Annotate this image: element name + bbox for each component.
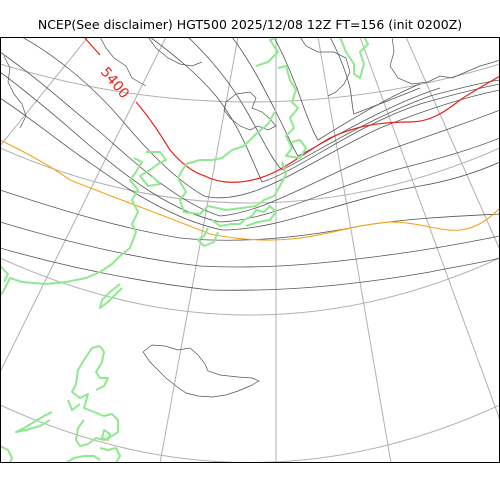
scandinavia-coastline bbox=[99, 283, 123, 309]
svalbard-coastline bbox=[339, 37, 369, 79]
contour-5700 bbox=[0, 139, 500, 241]
height-contour bbox=[149, 37, 500, 183]
arctic-island-coastline bbox=[0, 265, 9, 283]
latitude-line bbox=[0, 147, 500, 204]
contour-5400-label: 5400 bbox=[97, 64, 132, 102]
svalbard-outline bbox=[389, 37, 500, 85]
meridian-line bbox=[0, 37, 167, 373]
coastlines bbox=[0, 37, 369, 463]
norway-coastline bbox=[67, 399, 81, 411]
northern-coast-outline bbox=[299, 37, 351, 97]
contour-5400 bbox=[83, 37, 101, 56]
iceland-outline bbox=[142, 344, 260, 398]
height-contour bbox=[329, 37, 421, 115]
map-frame: 5400 bbox=[0, 37, 500, 463]
britain-coastline bbox=[71, 345, 119, 447]
height-contour bbox=[21, 37, 500, 199]
height-contours bbox=[0, 37, 500, 291]
height-contour bbox=[0, 221, 500, 268]
height-contour bbox=[187, 37, 500, 171]
meridian-line bbox=[359, 37, 500, 421]
latitude-line bbox=[0, 404, 500, 463]
greenland-coastline bbox=[139, 151, 167, 187]
greenland-coastline bbox=[0, 157, 143, 297]
ireland-coastline bbox=[15, 411, 53, 433]
meridian-line bbox=[317, 37, 392, 463]
map-title: NCEP(See disclaimer) HGT500 2025/12/08 1… bbox=[37, 17, 463, 32]
height-contour bbox=[0, 97, 500, 231]
greenland-coastline bbox=[211, 205, 277, 227]
meridian-line bbox=[0, 37, 89, 147]
height-contour bbox=[0, 71, 500, 223]
greenland-coastline bbox=[277, 65, 307, 159]
height-contour bbox=[0, 51, 500, 217]
height-contour bbox=[231, 37, 441, 157]
norway-coastline bbox=[65, 455, 101, 463]
canada-islands-outline bbox=[99, 37, 147, 87]
latitude-line bbox=[0, 63, 500, 103]
greenland-coastline bbox=[177, 109, 287, 215]
britain-coastline bbox=[95, 345, 109, 391]
greenland-coastline bbox=[197, 227, 219, 247]
height-contour bbox=[0, 247, 500, 291]
faroe-coastline bbox=[0, 445, 13, 463]
greenland-coastline bbox=[255, 37, 279, 67]
latitude-line bbox=[0, 257, 500, 316]
norway-coastline bbox=[99, 447, 121, 463]
coastal-island bbox=[101, 429, 111, 441]
northern-ridge-outline bbox=[147, 37, 203, 67]
